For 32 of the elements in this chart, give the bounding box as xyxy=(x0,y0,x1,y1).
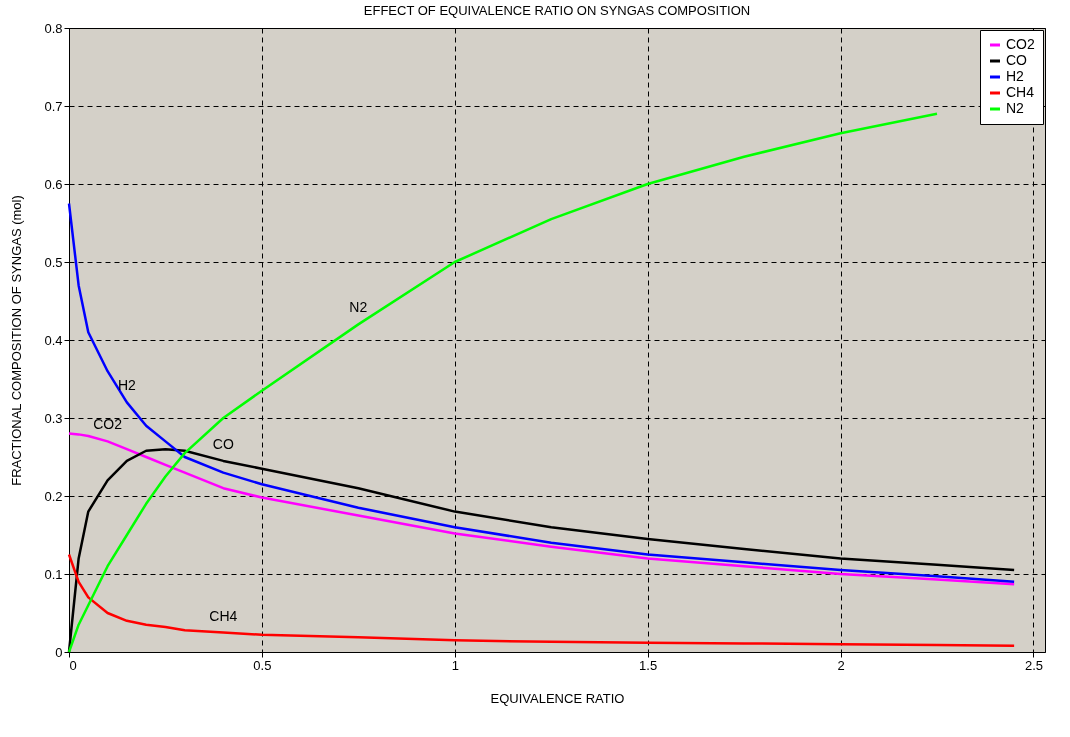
y-tick-label: 0.5 xyxy=(44,254,63,270)
legend-label: H2 xyxy=(1006,68,1025,84)
annotation: H2 xyxy=(117,377,137,394)
x-tick-label: 2.5 xyxy=(1024,657,1043,673)
legend-label: CO2 xyxy=(1006,36,1035,52)
line-series xyxy=(67,432,1016,586)
annotation: CH4 xyxy=(209,607,238,624)
y-tick-label: 0.4 xyxy=(44,332,63,348)
line-series xyxy=(67,553,1016,648)
y-tick-label: 0.6 xyxy=(44,176,63,192)
x-tick-label: 2 xyxy=(837,657,845,673)
y-tick-label: 0.3 xyxy=(44,410,63,426)
annotation: CO xyxy=(212,435,234,452)
y-tick-label: 0.1 xyxy=(44,566,63,582)
annotation: N2 xyxy=(349,299,368,316)
legend-label: CO xyxy=(1006,52,1028,68)
line-series xyxy=(67,112,939,654)
line-series xyxy=(67,202,1016,584)
x-axis-title: EQUIVALENCE RATIO xyxy=(490,690,625,706)
annotation: CO2 xyxy=(93,416,123,433)
y-tick-label: 0 xyxy=(55,644,63,660)
x-tick-label: 1.5 xyxy=(639,657,658,673)
x-tick-label: 0.5 xyxy=(253,657,272,673)
y-tick-label: 0.7 xyxy=(44,98,63,114)
x-tick-label: 1 xyxy=(451,657,459,673)
x-tick-label: 0 xyxy=(69,657,77,673)
legend-label: N2 xyxy=(1006,100,1025,116)
y-tick-label: 0.8 xyxy=(44,20,63,36)
y-axis-title: FRACTIONAL COMPOSITION OF SYNGAS (mol) xyxy=(9,195,25,486)
legend-label: CH4 xyxy=(1006,84,1035,100)
y-tick-label: 0.2 xyxy=(44,488,63,504)
chart-title: EFFECT OF EQUIVALENCE RATIO ON SYNGAS COMPOSITION xyxy=(363,3,751,18)
